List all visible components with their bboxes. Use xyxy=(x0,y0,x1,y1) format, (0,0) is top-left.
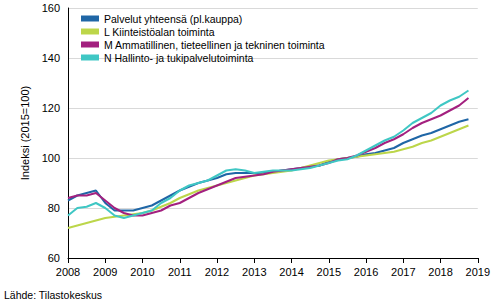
svg-text:2009: 2009 xyxy=(93,266,117,278)
svg-text:2011: 2011 xyxy=(168,266,192,278)
svg-text:Indeksi (2015=100): Indeksi (2015=100) xyxy=(19,86,31,180)
svg-text:2017: 2017 xyxy=(391,266,415,278)
svg-text:160: 160 xyxy=(42,2,60,14)
svg-text:2013: 2013 xyxy=(242,266,266,278)
svg-text:N Hallinto- ja tukipalvelutoim: N Hallinto- ja tukipalvelutoiminta xyxy=(104,52,254,64)
svg-text:60: 60 xyxy=(48,252,60,264)
svg-text:2019: 2019 xyxy=(466,266,490,278)
svg-text:L Kiinteistöalan toiminta: L Kiinteistöalan toiminta xyxy=(104,26,215,38)
svg-text:120: 120 xyxy=(42,102,60,114)
svg-text:2018: 2018 xyxy=(428,266,452,278)
svg-text:Palvelut yhteensä (pl.kauppa): Palvelut yhteensä (pl.kauppa) xyxy=(104,13,242,25)
svg-text:M Ammatillinen, tieteellinen j: M Ammatillinen, tieteellinen ja tekninen… xyxy=(104,39,325,51)
svg-text:Lähde: Tilastokeskus: Lähde: Tilastokeskus xyxy=(4,289,102,301)
svg-text:2015: 2015 xyxy=(317,266,341,278)
svg-text:2014: 2014 xyxy=(279,266,303,278)
svg-text:100: 100 xyxy=(42,152,60,164)
svg-text:80: 80 xyxy=(48,202,60,214)
svg-text:2012: 2012 xyxy=(205,266,229,278)
svg-text:2008: 2008 xyxy=(56,266,80,278)
svg-text:2010: 2010 xyxy=(130,266,154,278)
svg-text:2016: 2016 xyxy=(354,266,378,278)
svg-text:140: 140 xyxy=(42,52,60,64)
